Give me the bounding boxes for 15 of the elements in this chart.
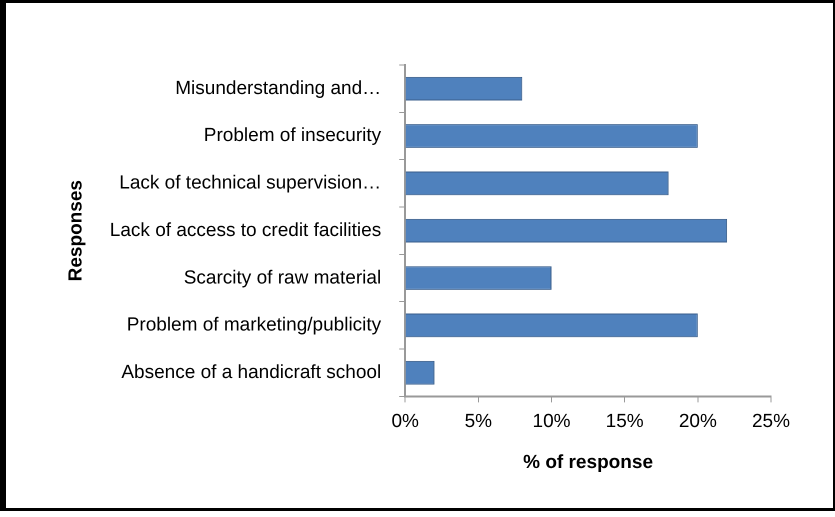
y-tick-label: Problem of marketing/publicity <box>126 314 382 336</box>
x-tick-label: 20% <box>678 411 717 432</box>
x-tick-label: 15% <box>606 411 644 432</box>
y-axis-title: Responses <box>66 180 87 282</box>
x-tick-label: 0% <box>391 411 420 432</box>
y-tick-label: Lack of technical supervision… <box>119 172 382 194</box>
y-tick-label: Absence of a handicraft school <box>121 362 382 383</box>
x-tick-label: 5% <box>464 411 492 432</box>
y-tick-label: Lack of access to credit facilities <box>110 220 382 241</box>
y-tick-label: Misunderstanding and… <box>175 78 382 99</box>
y-tick-label: Scarcity of raw material <box>184 267 382 288</box>
x-tick-label: 25% <box>752 411 790 432</box>
x-tick-label: 10% <box>532 411 571 432</box>
x-axis-title: % of response <box>523 452 654 473</box>
y-tick-label: Problem of insecurity <box>204 125 382 146</box>
